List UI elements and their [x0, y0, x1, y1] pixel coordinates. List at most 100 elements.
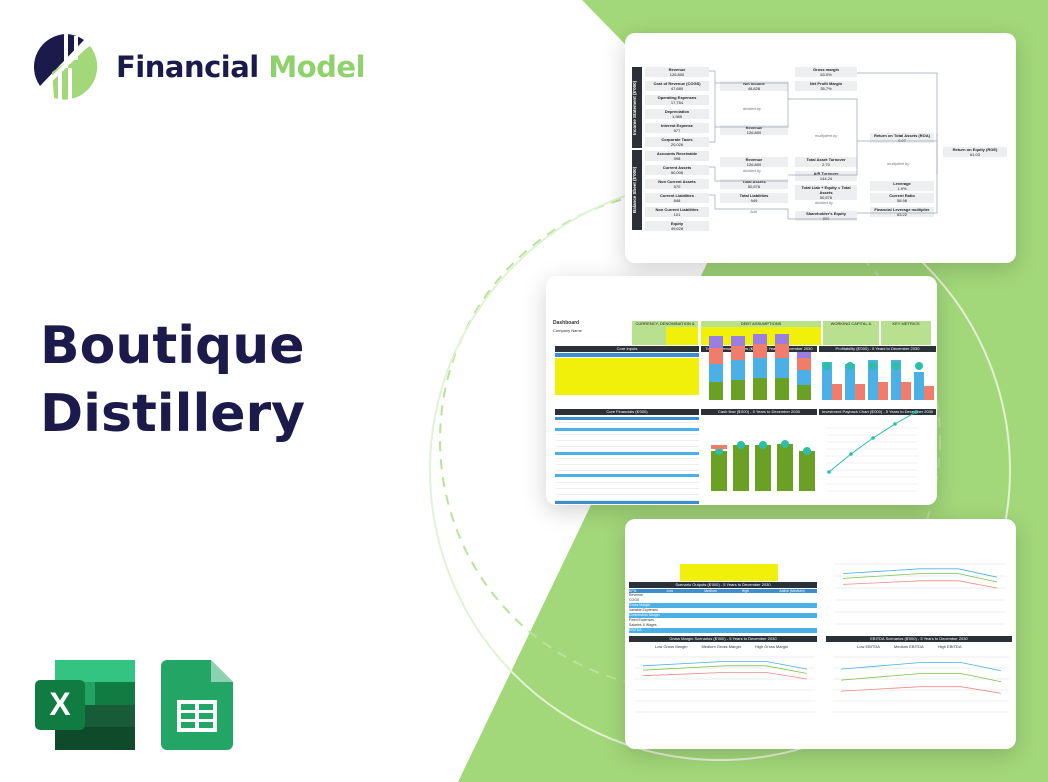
- operator-label: divided by: [815, 200, 834, 205]
- dupont-box: Revenue 126,800: [720, 125, 788, 135]
- scenario-line: [642, 671, 808, 680]
- cash-point: [759, 441, 767, 449]
- operator-label: multiplied by: [887, 161, 910, 166]
- dupont-box: Net Profit Margin 35.7%: [795, 81, 857, 91]
- column-header: Active (Medium): [779, 589, 805, 593]
- legend-medium-ebitda: Medium EBITDA: [893, 644, 924, 649]
- stacked-bar: [753, 358, 767, 378]
- stacked-bar: [709, 364, 723, 382]
- stacked-bar: [753, 344, 767, 358]
- cash-bar: [755, 445, 771, 491]
- section-payback: Investment Payback Chart ($'000) - 5 Yea…: [819, 409, 936, 415]
- scenario-line: [840, 662, 1002, 672]
- dupont-box: Equity 49,628: [645, 221, 709, 231]
- stacked-bar: [775, 344, 789, 358]
- dupont-box: Revenue 126,800: [720, 157, 788, 167]
- stacked-bar: [797, 352, 811, 358]
- column-header: Low: [666, 589, 674, 593]
- dashboard-charts: [709, 334, 934, 492]
- brand-name-part1: Financial: [116, 50, 259, 84]
- stacked-bar: [753, 334, 767, 344]
- stacked-bar: [775, 334, 789, 344]
- title-line-1: Boutique: [40, 316, 305, 376]
- table-row: Salaries & Wages: [629, 623, 657, 627]
- app-icons: X: [35, 660, 233, 750]
- section-profitability: Profitability ($'000) - 5 Years to Decem…: [819, 346, 936, 352]
- legend-medium-gm: Medium Gross Margin: [701, 644, 741, 649]
- header-debt: DEBT ASSUMPTIONS: [701, 321, 821, 327]
- scenario-line: [642, 660, 808, 670]
- ebitda-bar: [832, 384, 842, 400]
- dupont-box: Total Assets 50,576: [720, 179, 788, 189]
- margin-point: [915, 362, 923, 370]
- stacked-bar: [731, 336, 745, 346]
- column-header: KPIs: [629, 589, 637, 593]
- stacked-bar: [753, 378, 767, 400]
- margin-point: [869, 362, 877, 370]
- legend-high-ebitda: High EBITDA: [937, 644, 962, 649]
- dupont-connectors: [709, 70, 938, 220]
- scenario-line: [840, 686, 1002, 694]
- cash-point: [737, 441, 745, 449]
- cash-point: [803, 447, 811, 455]
- dupont-box: Current Assets 50,006: [645, 165, 709, 175]
- dupont-box: Shareholder's Equity 800: [795, 211, 857, 221]
- dupont-box: Depreciation 1,985: [645, 109, 709, 119]
- operator-label: divided by: [743, 106, 762, 111]
- operator-label: multiplied by: [815, 133, 838, 138]
- cash-point: [781, 440, 789, 448]
- stacked-bar: [709, 382, 723, 400]
- margin-point: [823, 362, 831, 370]
- revenue-bar: [914, 372, 924, 400]
- financing-bar: [711, 445, 727, 449]
- payback-point: [849, 452, 853, 456]
- scenario-charts: [635, 563, 1009, 713]
- scenario-line: [840, 673, 1002, 683]
- stacked-bar: [775, 358, 789, 378]
- dupont-box: Current Liabilities 848: [645, 193, 709, 203]
- table-row: Fixed Expenses: [629, 618, 654, 622]
- brand-name-part2: Model: [268, 50, 366, 84]
- legend-low-ebitda: Low EBITDA: [857, 644, 880, 649]
- table-row: Gross Margin: [629, 603, 817, 608]
- revenue-bar: [822, 362, 832, 400]
- dupont-box: Leverage 1.9%: [870, 181, 934, 191]
- cash-bar: [799, 451, 815, 491]
- stacked-bar: [731, 360, 745, 380]
- dupont-box: Total Liab + Equity = Total Assets 50,576: [795, 185, 857, 200]
- ebitda-bar: [901, 382, 911, 400]
- dupont-analysis-preview: Income Statement ($'000) Balance Sheet (…: [625, 33, 1016, 263]
- table-row: Contribution Margin: [629, 613, 817, 618]
- dupont-box: Interest Expense 577: [645, 123, 709, 133]
- stacked-bar: [797, 385, 811, 400]
- dupont-box: A/R Turnover 144.24: [795, 171, 857, 181]
- stacked-bar: [797, 370, 811, 385]
- stacked-bar: [731, 380, 745, 400]
- dupont-box: Revenue 126,800: [645, 67, 709, 77]
- dupont-box: Total Liabilities 949: [720, 193, 788, 203]
- cash-bar: [777, 444, 793, 491]
- legend-low-gm: Low Gross Margin: [655, 644, 688, 649]
- payback-point: [827, 470, 831, 474]
- excel-icon: X: [35, 660, 135, 750]
- scenario-line: [842, 573, 998, 583]
- section-cash-flow: Cash flow ($'000) - 5 Years to December …: [701, 409, 817, 415]
- margin-point: [892, 362, 900, 370]
- dupont-box: Corporate Taxes 20,026: [645, 137, 709, 147]
- dupont-box: Cost of Revenue (COGS) 47,680: [645, 81, 709, 91]
- ebitda-bar: [878, 382, 888, 400]
- dupont-box: Gross margin 63.0%: [795, 67, 857, 77]
- column-header: High: [741, 589, 749, 593]
- dupont-box: Operating Expenses 17,754: [645, 95, 709, 105]
- revenue-bar: [868, 360, 878, 400]
- payback-point: [914, 410, 918, 414]
- title-line-2: Distillery: [40, 384, 306, 444]
- stacked-bar: [709, 336, 723, 348]
- ebitda-bar: [924, 386, 934, 400]
- dupont-box: Non Current Assets 570: [645, 179, 709, 189]
- logo-mark-icon: [33, 33, 98, 100]
- payback-point: [871, 436, 875, 440]
- scenario-line: [842, 568, 998, 578]
- legend-high-gm: High Gross Margin: [754, 644, 789, 649]
- operator-label: Add: [750, 209, 758, 214]
